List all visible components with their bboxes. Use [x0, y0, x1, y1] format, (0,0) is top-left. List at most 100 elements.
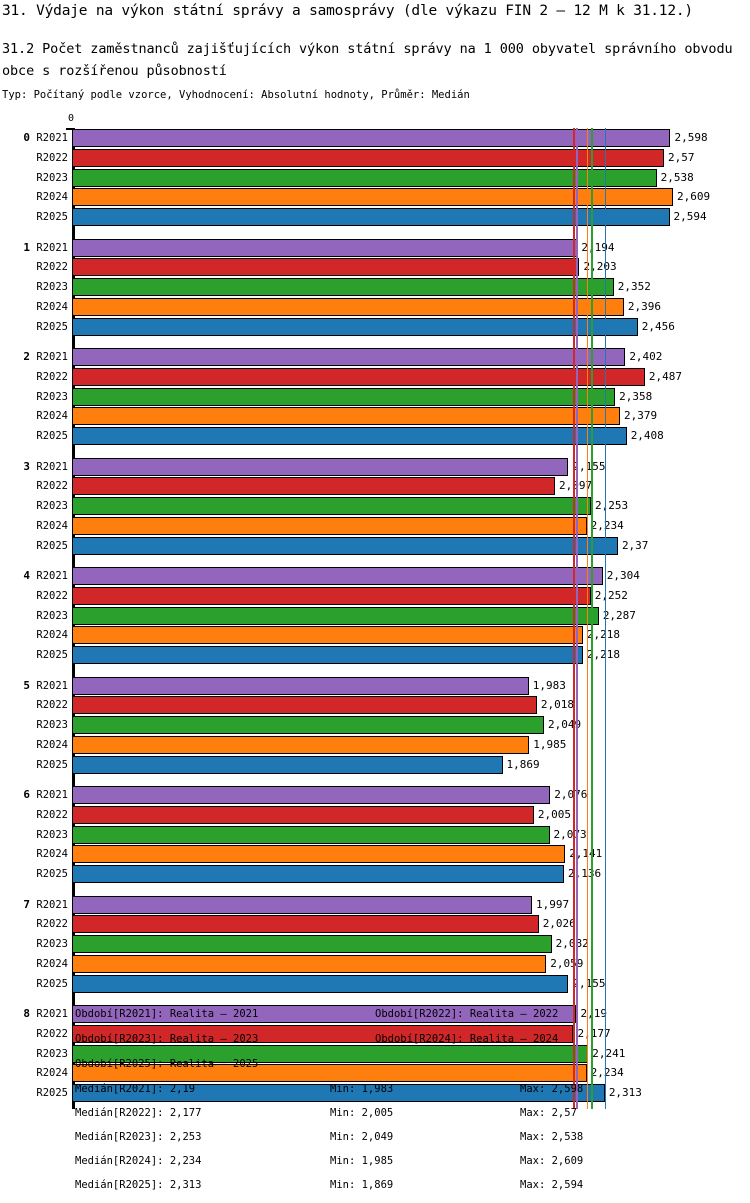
bar[interactable]	[72, 935, 552, 954]
statistics-row: Medián[R2022]: 2,177 Min: 2,005 Max: 2,57	[0, 1107, 750, 1131]
bar-row-label: R2024	[36, 629, 68, 642]
bar-row-label: R2022	[36, 151, 68, 164]
bar[interactable]	[72, 497, 591, 516]
bar[interactable]	[72, 1084, 605, 1103]
bar-row-label: R2025	[36, 320, 68, 333]
bar-value-label: 2,136	[568, 867, 602, 881]
bar-row-label: R2021	[36, 132, 68, 144]
median-line-R2024	[586, 128, 589, 1109]
bar-value-label: 2,097	[555, 477, 592, 495]
bar-value-label: 2,456	[641, 319, 675, 333]
statistics-row: Medián[R2021]: 2,19 Min: 1,983 Max: 2,598	[0, 1083, 750, 1107]
median-line-R2025	[604, 128, 607, 1109]
bar[interactable]	[72, 208, 670, 227]
bar[interactable]	[72, 348, 626, 366]
bar[interactable]	[72, 407, 621, 426]
bar[interactable]	[72, 317, 638, 336]
bar[interactable]	[72, 129, 671, 147]
stat-median: Medián[R2022]: 2,177	[75, 1107, 202, 1119]
bar-value-label: 2,082	[555, 937, 589, 951]
group-label: 6	[23, 788, 30, 801]
bar[interactable]	[72, 536, 618, 555]
bar-value-label: 2,609	[677, 190, 711, 204]
bar[interactable]	[72, 696, 537, 715]
bar-row-label: R2025	[36, 430, 68, 443]
bar[interactable]	[72, 626, 583, 645]
bar[interactable]	[72, 457, 569, 476]
bar-row-label: R2022	[36, 589, 68, 602]
bar[interactable]	[72, 1064, 587, 1083]
bar[interactable]	[72, 676, 529, 695]
bar-value-label: 1,983	[532, 678, 566, 692]
bar[interactable]	[72, 1024, 574, 1043]
bar[interactable]	[72, 387, 616, 406]
bar[interactable]	[72, 954, 547, 973]
bar[interactable]	[72, 716, 544, 735]
bar-row-label: R2025	[36, 539, 68, 552]
bar[interactable]	[72, 278, 614, 297]
bar-row-label: R2021	[36, 460, 68, 473]
bar[interactable]	[72, 168, 657, 187]
bar-value-label: 2,57	[668, 150, 695, 164]
bar-row-label: R2022	[36, 370, 68, 383]
bar[interactable]	[72, 148, 665, 167]
bar-value-label: 2,234	[590, 1066, 624, 1080]
bar-row-label: R2023	[36, 1047, 68, 1060]
legend-entry: Období[R2024]: Realita – 2024	[375, 1033, 559, 1045]
stat-median: Medián[R2024]: 2,234	[75, 1155, 202, 1167]
bar[interactable]	[72, 297, 624, 316]
bar-row-label: R2024	[36, 1067, 68, 1080]
bar-value-label: 2,396	[627, 299, 662, 313]
bar-row-label: R2022	[36, 918, 68, 931]
bar-row-label: R2023	[36, 171, 68, 184]
stat-min: Min: 1,869	[330, 1179, 394, 1191]
bar-value-label: 2,538	[660, 170, 694, 184]
stat-min: Min: 1,985	[330, 1155, 394, 1167]
bar-value-label: 2,026	[542, 917, 576, 931]
bar[interactable]	[72, 427, 627, 446]
stat-max: Max: 2,594	[520, 1179, 584, 1191]
bar[interactable]	[72, 238, 578, 257]
bar-row-label: R2022	[36, 1027, 68, 1040]
bar[interactable]	[72, 735, 530, 754]
bar[interactable]	[72, 367, 645, 386]
bar[interactable]	[72, 1005, 577, 1023]
bar[interactable]	[72, 895, 533, 914]
bar-value-label: 2,594	[673, 210, 707, 224]
bar[interactable]	[72, 646, 583, 665]
bar-row-label: R2023	[36, 938, 68, 951]
bar-row-label: R2025	[36, 649, 68, 662]
bar[interactable]	[72, 567, 603, 585]
bar[interactable]	[72, 825, 550, 844]
bar[interactable]	[72, 516, 587, 535]
bar[interactable]	[72, 188, 673, 207]
chart-type-line: Typ: Počítaný podle vzorce, Vyhodnocení:…	[2, 89, 470, 101]
bar[interactable]	[72, 865, 565, 884]
group-label: 3	[23, 459, 30, 473]
bar[interactable]	[72, 586, 591, 605]
bar-row-label: R2024	[36, 191, 68, 204]
bar[interactable]	[72, 258, 580, 277]
stat-median: Medián[R2021]: 2,19	[75, 1083, 196, 1095]
bar[interactable]	[72, 805, 534, 824]
bar-value-label: 2,049	[548, 718, 582, 732]
stat-max: Max: 2,57	[520, 1107, 577, 1119]
bar-value-label: 2,073	[553, 827, 587, 841]
bar[interactable]	[72, 974, 569, 993]
bar[interactable]	[72, 845, 566, 864]
stat-min: Min: 2,049	[330, 1131, 394, 1143]
bar-row-label: R2022	[36, 699, 68, 712]
bar-row-label: R2025	[36, 211, 68, 224]
bar[interactable]	[72, 477, 556, 496]
bar[interactable]	[72, 915, 539, 934]
legend-row: Období[R2025]: Realita – 2025	[0, 1058, 750, 1083]
bar[interactable]	[72, 606, 599, 625]
axis-zero-label: 0	[68, 113, 75, 124]
bar-row-label: R2025	[36, 868, 68, 881]
bar-row-label: R2021	[36, 898, 68, 911]
chart-title: 31. Výdaje na výkon státní správy a samo…	[2, 3, 693, 19]
bar-value-label: 2,155	[572, 976, 606, 990]
bar-value-label: 2,352	[617, 280, 651, 294]
bar[interactable]	[72, 755, 503, 774]
bar[interactable]	[72, 786, 551, 804]
